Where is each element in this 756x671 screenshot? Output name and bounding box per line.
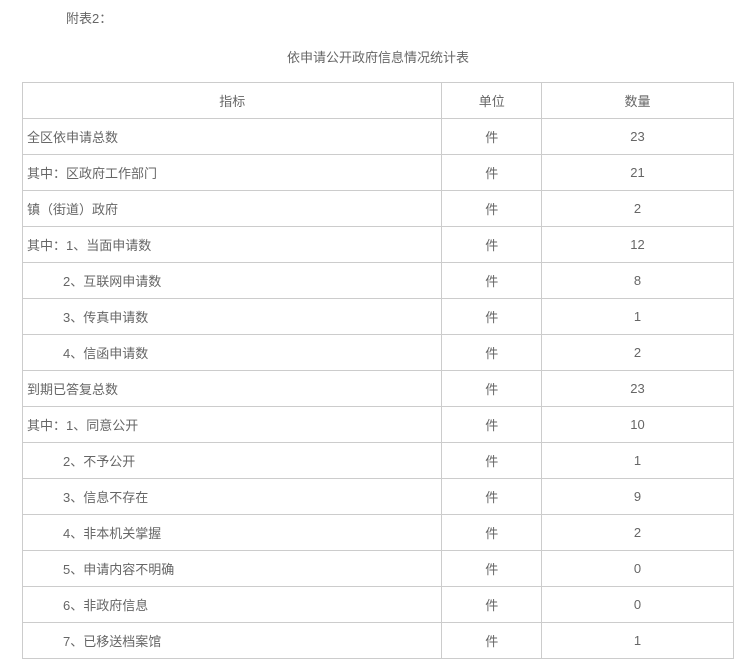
cell-unit: 件: [442, 191, 542, 227]
cell-unit: 件: [442, 263, 542, 299]
cell-quantity: 0: [542, 587, 734, 623]
cell-quantity: 2: [542, 515, 734, 551]
cell-quantity: 10: [542, 407, 734, 443]
cell-indicator: 7、已移送档案馆: [23, 623, 442, 659]
cell-unit: 件: [442, 119, 542, 155]
table-row: 2、不予公开件1: [23, 443, 734, 479]
cell-unit: 件: [442, 623, 542, 659]
table-body: 全区依申请总数件23其中：区政府工作部门件21镇（街道）政府件2其中：1、当面申…: [23, 119, 734, 659]
table-row: 其中：区政府工作部门件21: [23, 155, 734, 191]
cell-indicator: 4、信函申请数: [23, 335, 442, 371]
table-row: 7、已移送档案馆件1: [23, 623, 734, 659]
cell-unit: 件: [442, 551, 542, 587]
table-row: 全区依申请总数件23: [23, 119, 734, 155]
cell-indicator: 3、传真申请数: [23, 299, 442, 335]
cell-unit: 件: [442, 371, 542, 407]
cell-quantity: 9: [542, 479, 734, 515]
cell-indicator: 4、非本机关掌握: [23, 515, 442, 551]
cell-quantity: 1: [542, 443, 734, 479]
table-row: 2、互联网申请数件8: [23, 263, 734, 299]
cell-unit: 件: [442, 155, 542, 191]
cell-unit: 件: [442, 299, 542, 335]
cell-indicator: 全区依申请总数: [23, 119, 442, 155]
table-row: 4、非本机关掌握件2: [23, 515, 734, 551]
cell-indicator: 镇（街道）政府: [23, 191, 442, 227]
header-unit: 单位: [442, 83, 542, 119]
cell-unit: 件: [442, 515, 542, 551]
table-row: 3、信息不存在件9: [23, 479, 734, 515]
cell-unit: 件: [442, 227, 542, 263]
cell-quantity: 23: [542, 119, 734, 155]
table-row: 5、申请内容不明确件0: [23, 551, 734, 587]
cell-quantity: 0: [542, 551, 734, 587]
header-quantity: 数量: [542, 83, 734, 119]
table-row: 4、信函申请数件2: [23, 335, 734, 371]
cell-unit: 件: [442, 407, 542, 443]
cell-quantity: 12: [542, 227, 734, 263]
cell-unit: 件: [442, 587, 542, 623]
table-header-row: 指标 单位 数量: [23, 83, 734, 119]
header-indicator: 指标: [23, 83, 442, 119]
cell-quantity: 1: [542, 299, 734, 335]
cell-indicator: 其中：1、当面申请数: [23, 227, 442, 263]
cell-quantity: 1: [542, 623, 734, 659]
cell-unit: 件: [442, 443, 542, 479]
cell-indicator: 2、不予公开: [23, 443, 442, 479]
cell-indicator: 2、互联网申请数: [23, 263, 442, 299]
table-row: 3、传真申请数件1: [23, 299, 734, 335]
table-row: 其中：1、同意公开件10: [23, 407, 734, 443]
statistics-table: 指标 单位 数量 全区依申请总数件23其中：区政府工作部门件21镇（街道）政府件…: [22, 82, 734, 659]
cell-indicator: 6、非政府信息: [23, 587, 442, 623]
cell-quantity: 2: [542, 335, 734, 371]
cell-indicator: 5、申请内容不明确: [23, 551, 442, 587]
cell-quantity: 21: [542, 155, 734, 191]
cell-indicator: 3、信息不存在: [23, 479, 442, 515]
cell-unit: 件: [442, 335, 542, 371]
cell-quantity: 8: [542, 263, 734, 299]
table-title: 依申请公开政府信息情况统计表: [22, 47, 734, 66]
cell-indicator: 其中：1、同意公开: [23, 407, 442, 443]
table-row: 镇（街道）政府件2: [23, 191, 734, 227]
cell-quantity: 2: [542, 191, 734, 227]
attachment-label: 附表2：: [66, 8, 734, 27]
cell-indicator: 其中：区政府工作部门: [23, 155, 442, 191]
cell-indicator: 到期已答复总数: [23, 371, 442, 407]
cell-unit: 件: [442, 479, 542, 515]
table-row: 6、非政府信息件0: [23, 587, 734, 623]
table-row: 到期已答复总数件23: [23, 371, 734, 407]
cell-quantity: 23: [542, 371, 734, 407]
table-row: 其中：1、当面申请数件12: [23, 227, 734, 263]
